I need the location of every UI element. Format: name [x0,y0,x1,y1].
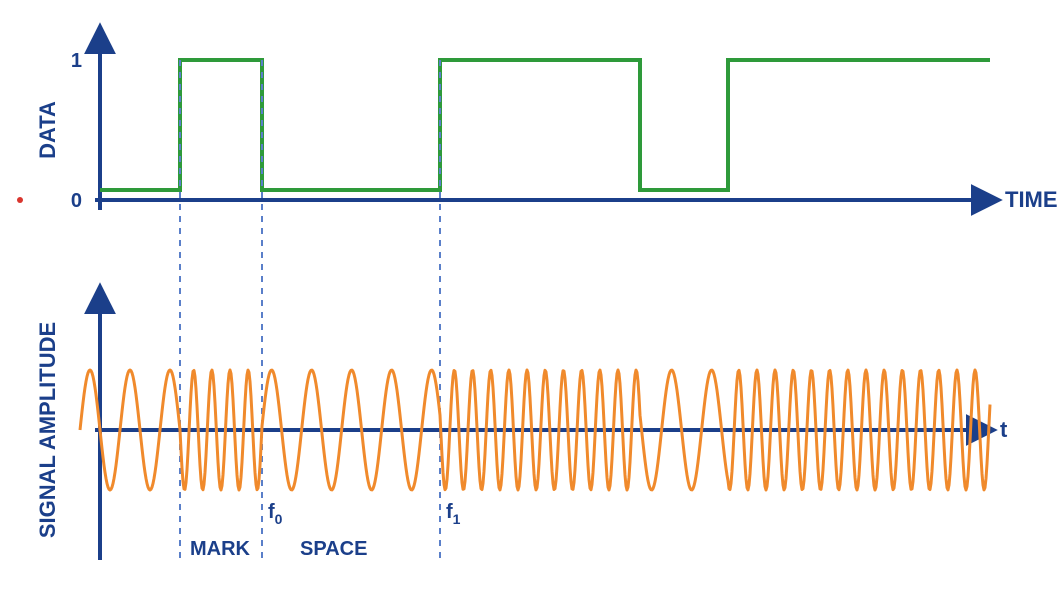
time-axis-label: TIME [1005,187,1058,212]
data-waveform [100,60,990,190]
data-tick-1: 1 [71,50,82,72]
signal-x-axis-label: t [1000,417,1008,442]
space-label: SPACE [300,538,367,560]
fsk-diagram: DATA 0 1 TIME SIGNAL AMPLITUDE t f0 f1 M… [0,0,1064,592]
signal-y-axis-label: SIGNAL AMPLITUDE [35,322,60,538]
f1-label: f1 [446,501,461,527]
data-y-axis-label: DATA [35,101,60,159]
red-dot [17,197,23,203]
data-tick-0: 0 [71,190,82,212]
mark-label: MARK [190,538,251,560]
f0-label: f0 [268,501,283,527]
